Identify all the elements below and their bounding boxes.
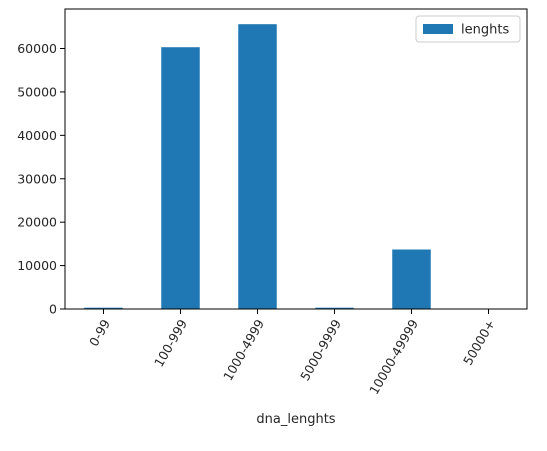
y-tick-label: 30000	[17, 171, 57, 186]
y-tick-label: 60000	[17, 41, 57, 56]
y-axis-ticks: 0 10000 20000 30000 40000 50000 60000	[17, 41, 65, 317]
bar-1000-4999	[238, 24, 277, 309]
plot-frame	[64, 8, 528, 310]
y-tick-label: 10000	[17, 258, 57, 273]
y-tick-label: 20000	[17, 215, 57, 230]
y-tick-label: 40000	[17, 128, 57, 143]
x-axis-label: dna_lenghts	[256, 412, 335, 427]
x-tick-label: 0-99	[86, 317, 113, 349]
legend: lenghts	[415, 15, 521, 43]
bars-layer	[84, 24, 431, 310]
bar-100-999	[161, 47, 200, 310]
x-axis-ticks: 0-99 100-999 1000-4999 5000-9999 10000-49999…	[86, 309, 498, 397]
x-tick-label: 10000-49999	[366, 317, 421, 397]
x-tick-label: 5000-9999	[297, 317, 344, 384]
bar-10000-49999	[392, 249, 431, 309]
y-tick-label: 50000	[17, 84, 57, 99]
axes-layer	[64, 8, 528, 310]
legend-swatch	[423, 24, 453, 34]
x-tick-label: 50000+	[460, 317, 498, 368]
bar-5000-9999	[315, 307, 354, 309]
bar-0-99	[84, 307, 123, 309]
legend-label: lenghts	[461, 23, 509, 38]
x-tick-label: 1000-4999	[220, 317, 267, 384]
y-tick-label: 0	[49, 302, 57, 317]
legend-box	[415, 15, 521, 43]
x-tick-label: 100-999	[151, 317, 190, 370]
